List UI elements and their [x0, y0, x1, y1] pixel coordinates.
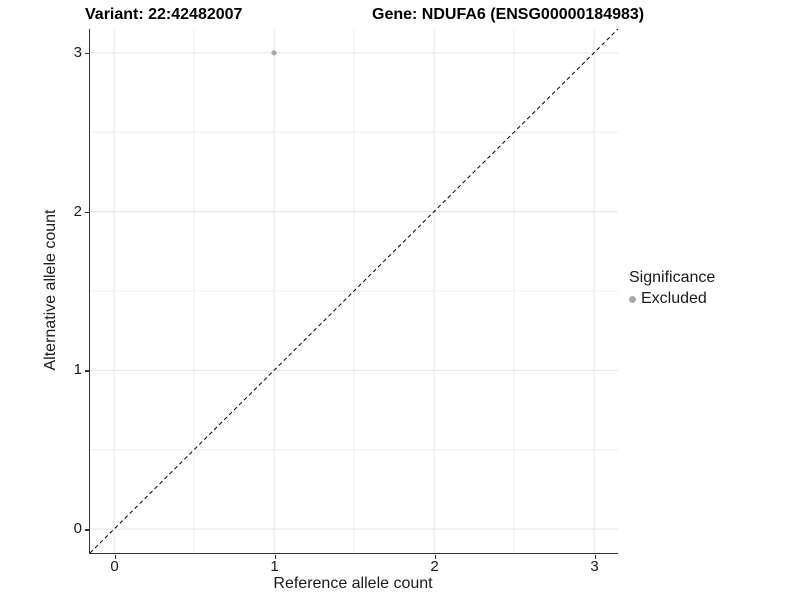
plot-canvas	[90, 29, 618, 553]
x-tick-mark	[434, 554, 436, 559]
legend-items: Excluded	[629, 290, 715, 308]
data-point	[271, 50, 277, 56]
y-tick-label: 2	[73, 202, 82, 220]
plot-title-gene: Gene: NDUFA6 (ENSG00000184983)	[372, 6, 645, 23]
y-tick-mark	[84, 370, 89, 372]
x-tick-mark	[114, 554, 116, 559]
x-tick-label: 2	[430, 558, 439, 575]
legend-item: Excluded	[629, 290, 715, 308]
x-tick-label: 0	[110, 558, 119, 575]
legend-key-dot-icon	[629, 295, 636, 303]
y-tick-label: 1	[73, 361, 82, 379]
y-tick-mark	[84, 529, 89, 531]
y-tick-label: 0	[73, 520, 82, 538]
y-tick-label: 3	[73, 43, 82, 61]
x-tick-label: 1	[270, 558, 279, 575]
plot-panel	[89, 29, 618, 554]
x-tick-mark	[594, 554, 596, 559]
x-tick-mark	[274, 554, 276, 559]
identity-reference-line	[90, 29, 618, 553]
x-tick-label: 3	[590, 558, 599, 575]
legend: Significance Excluded	[629, 269, 715, 308]
x-axis-label: Reference allele count	[273, 575, 433, 592]
legend-item-label: Excluded	[641, 290, 707, 307]
plot-title-variant: Variant: 22:42482007	[85, 6, 243, 23]
legend-title: Significance	[629, 269, 716, 286]
y-tick-mark	[84, 211, 89, 214]
y-tick-mark	[84, 52, 89, 55]
y-axis-label: Alternative allele count	[42, 209, 59, 371]
